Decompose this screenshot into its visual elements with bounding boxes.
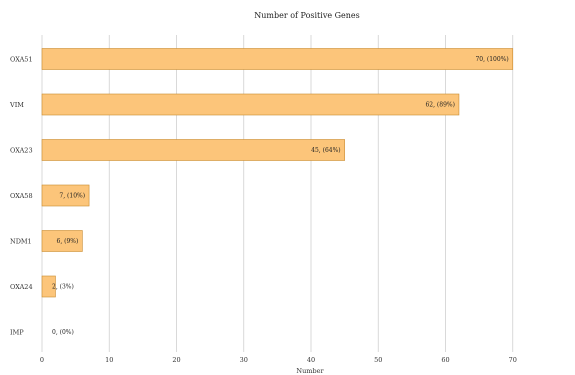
- label-layer: OXA51 70, (100%) VIM 62, (89%) OXA23 45, (64%…: [9, 56, 509, 337]
- x-tick-label-50: 50: [374, 356, 382, 364]
- data-label-ndm1: 6, (9%): [57, 238, 79, 245]
- bar-oxa58: [41, 184, 90, 207]
- x-tick-label-60: 60: [441, 356, 449, 364]
- x-axis-title: Number: [296, 367, 324, 375]
- category-label-oxa58: OXA58: [10, 192, 33, 200]
- chart-title: Number of Positive Genes: [254, 11, 360, 20]
- x-axis-ticks: 0 10 20 30 40 50 60 70: [40, 356, 517, 364]
- category-label-vim: VIM: [9, 101, 24, 109]
- bar-oxa51: [41, 48, 514, 70]
- bar-oxa24: [41, 275, 56, 298]
- category-label-ndm1: NDM1: [10, 238, 32, 246]
- category-label-imp: IMP: [10, 329, 24, 337]
- bar-ndm1: [41, 230, 83, 252]
- x-tick-label-20: 20: [172, 356, 180, 364]
- data-label-vim: 62, (89%): [425, 102, 454, 109]
- category-label-oxa23: OXA23: [10, 147, 33, 155]
- bar-layer: [41, 48, 514, 298]
- bar-vim: [41, 93, 460, 116]
- data-label-oxa23: 45, (64%): [311, 147, 340, 154]
- data-label-oxa58: 7, (10%): [59, 193, 85, 200]
- x-tick-label-30: 30: [240, 356, 248, 364]
- bar-oxa23: [41, 139, 345, 161]
- category-label-oxa51: OXA51: [10, 56, 33, 64]
- data-label-imp: 0, (0%): [52, 329, 74, 336]
- x-tick-label-10: 10: [105, 356, 113, 364]
- x-tick-label-70: 70: [509, 356, 517, 364]
- x-tick-label-40: 40: [307, 356, 315, 364]
- data-label-oxa51: 70, (100%): [475, 56, 508, 63]
- x-tick-label-0: 0: [40, 356, 44, 364]
- grid-layer: [41, 35, 514, 352]
- data-label-oxa24: 2, (3%): [52, 284, 74, 291]
- category-label-oxa24: OXA24: [10, 283, 33, 291]
